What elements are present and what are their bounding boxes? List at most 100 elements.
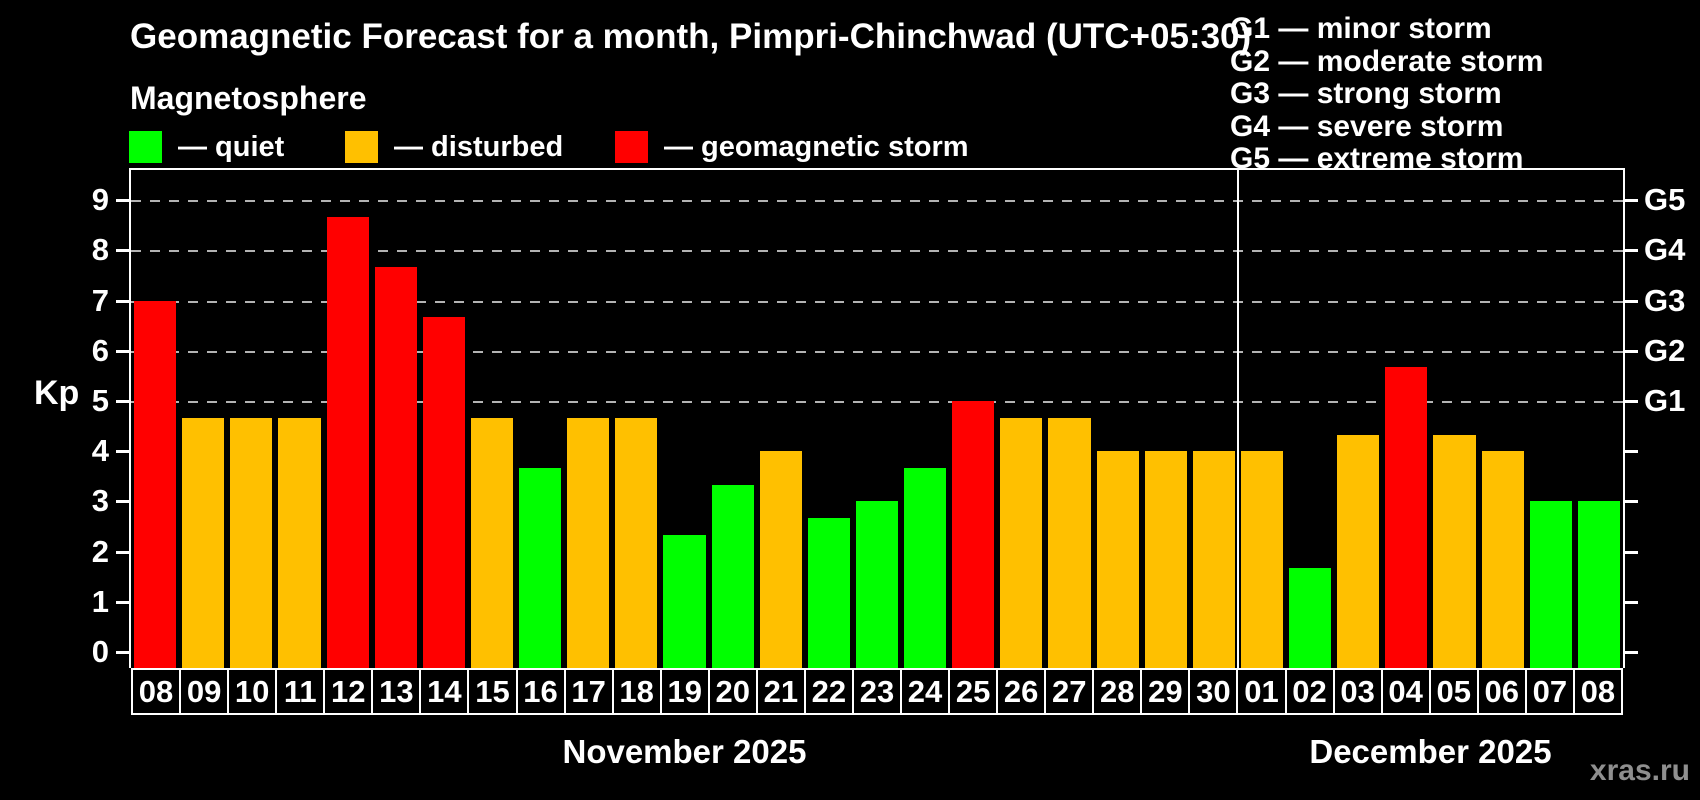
y-tick-left [116, 400, 129, 403]
magnetosphere-label: Magnetosphere [130, 80, 367, 116]
bar-slot [1527, 170, 1575, 668]
gridline-kp8 [131, 250, 1623, 253]
day-label: 24 [900, 668, 951, 715]
day-label: 07 [1524, 668, 1575, 715]
kp-bar-day-14 [422, 317, 465, 668]
y-tick-label: 1 [91, 583, 109, 619]
day-label: 03 [1332, 668, 1383, 715]
kp-bar-day-02 [1289, 568, 1332, 668]
y-tick-right [1625, 199, 1638, 203]
day-label: 15 [467, 668, 518, 715]
kp-bar-day-08 [1577, 501, 1620, 668]
kp-bar-day-25 [952, 401, 995, 668]
y-tick-left [116, 550, 129, 554]
day-label: 30 [1188, 668, 1239, 715]
bar-slot [1045, 170, 1093, 668]
day-label: 25 [948, 668, 999, 715]
y-tick-right [1625, 651, 1638, 654]
g-legend-line-g3: G3 — strong storm [1230, 77, 1502, 110]
bar-slot [1142, 170, 1190, 668]
y-tick-right [1625, 400, 1638, 403]
bar-slot [1479, 170, 1527, 668]
y-tick-left [116, 450, 129, 454]
bar-slot [1430, 170, 1478, 668]
y-tick-right [1625, 500, 1638, 504]
kp-bar-day-08 [134, 300, 177, 668]
kp-bar-day-21 [759, 451, 802, 668]
month-axis: November 2025 December 2025 [131, 733, 1623, 773]
bar-slot [131, 170, 179, 668]
bar-slot [420, 170, 468, 668]
kp-bar-day-18 [615, 417, 658, 668]
month-label-december: December 2025 [1309, 733, 1552, 770]
legend-item-quiet: — quiet [129, 130, 284, 164]
y-tick-label: 0 [91, 634, 109, 669]
kp-bar-day-17 [567, 417, 610, 668]
plot-border-right [1623, 168, 1625, 668]
legend-item-storm: — geomagnetic storm [615, 130, 969, 164]
kp-bar-day-12 [326, 216, 369, 668]
kp-bar-day-26 [1000, 417, 1043, 668]
plot-border-left [129, 168, 131, 668]
gridline-kp9 [131, 200, 1623, 203]
bar-slot [516, 170, 564, 668]
y-axis-title: Kp [34, 374, 80, 412]
bar-slot [468, 170, 516, 668]
kp-bar-day-16 [519, 467, 562, 668]
day-label: 26 [996, 668, 1047, 715]
g-level-label: G4 [1644, 232, 1686, 268]
gridline-kp5 [131, 401, 1623, 403]
g-legend-line-g2: G2 — moderate storm [1230, 44, 1544, 78]
g-level-label: G3 [1644, 282, 1686, 318]
day-label: 14 [419, 668, 470, 715]
bar-slot [757, 170, 805, 668]
kp-bar-day-28 [1096, 451, 1139, 668]
kp-bar-day-10 [230, 417, 273, 668]
bar-slot [1286, 170, 1334, 668]
bar-slot [853, 170, 901, 668]
kp-bar-day-03 [1337, 434, 1380, 668]
y-tick-label: 7 [91, 282, 109, 318]
kp-bar-chart: 08 09 10 11 12 13 14 15 16 17 18 19 20 21 22 23 24 25 26 27… [92, 168, 1685, 715]
kp-status-legend: — quiet — disturbed — geomagnetic storm [0, 130, 1100, 164]
y-tick-left [116, 500, 129, 504]
day-label: 01 [1236, 668, 1287, 715]
day-label: 21 [755, 668, 806, 715]
g-legend-line-g1: G1 — minor storm [1230, 12, 1492, 45]
kp-bar-day-23 [855, 501, 898, 668]
kp-bar-day-24 [904, 467, 947, 668]
day-label: 13 [371, 668, 422, 715]
gridline-kp6 [131, 350, 1623, 353]
day-label: 19 [659, 668, 710, 715]
y-tick-label: 2 [91, 533, 109, 569]
day-label: 18 [611, 668, 662, 715]
y-tick-label: 6 [91, 332, 109, 368]
day-label: 16 [515, 668, 566, 715]
bar-slot [1238, 170, 1286, 668]
bar-slot [275, 170, 323, 668]
kp-bar-day-20 [711, 484, 754, 668]
kp-bar-day-05 [1433, 434, 1476, 668]
kp-bar-day-15 [470, 417, 513, 668]
kp-bar-day-07 [1529, 501, 1572, 668]
y-tick-left [116, 600, 129, 604]
month-separator [1236, 170, 1239, 668]
y-tick-right [1625, 249, 1638, 253]
quiet-swatch [129, 131, 162, 163]
bar-slot [1382, 170, 1430, 668]
y-tick-right [1625, 450, 1638, 454]
day-label: 12 [323, 668, 374, 715]
bar-slot [1334, 170, 1382, 668]
kp-bar-day-01 [1240, 451, 1283, 668]
bar-slot [179, 170, 227, 668]
bar-slot [1190, 170, 1238, 668]
page-title: Geomagnetic Forecast for a month, Pimpri… [130, 17, 1252, 56]
bar-slot [564, 170, 612, 668]
kp-bar-day-19 [663, 535, 706, 668]
g-level-label: G1 [1644, 383, 1686, 418]
y-tick-label: 3 [91, 483, 109, 519]
day-label: 17 [563, 668, 614, 715]
y-tick-left [116, 299, 129, 303]
disturbed-swatch [345, 131, 378, 163]
